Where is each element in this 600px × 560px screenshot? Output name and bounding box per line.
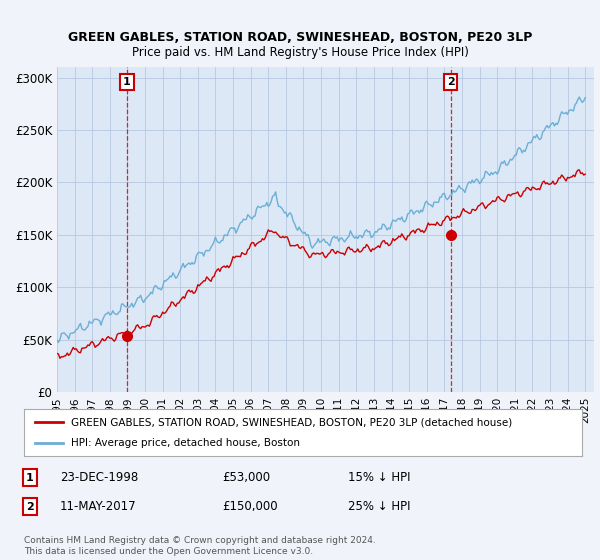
Text: 2: 2 [447,77,455,87]
Text: 23-DEC-1998: 23-DEC-1998 [60,471,138,484]
Text: 2: 2 [26,502,34,512]
Text: 11-MAY-2017: 11-MAY-2017 [60,500,137,514]
Text: £150,000: £150,000 [222,500,278,514]
Text: GREEN GABLES, STATION ROAD, SWINESHEAD, BOSTON, PE20 3LP (detached house): GREEN GABLES, STATION ROAD, SWINESHEAD, … [71,417,512,427]
Text: 1: 1 [123,77,131,87]
Text: 15% ↓ HPI: 15% ↓ HPI [348,471,410,484]
Text: 1: 1 [26,473,34,483]
Text: GREEN GABLES, STATION ROAD, SWINESHEAD, BOSTON, PE20 3LP: GREEN GABLES, STATION ROAD, SWINESHEAD, … [68,31,532,44]
Text: HPI: Average price, detached house, Boston: HPI: Average price, detached house, Bost… [71,438,301,448]
Text: 25% ↓ HPI: 25% ↓ HPI [348,500,410,514]
Text: £53,000: £53,000 [222,471,270,484]
Text: Contains HM Land Registry data © Crown copyright and database right 2024.
This d: Contains HM Land Registry data © Crown c… [24,536,376,556]
Text: Price paid vs. HM Land Registry's House Price Index (HPI): Price paid vs. HM Land Registry's House … [131,46,469,59]
